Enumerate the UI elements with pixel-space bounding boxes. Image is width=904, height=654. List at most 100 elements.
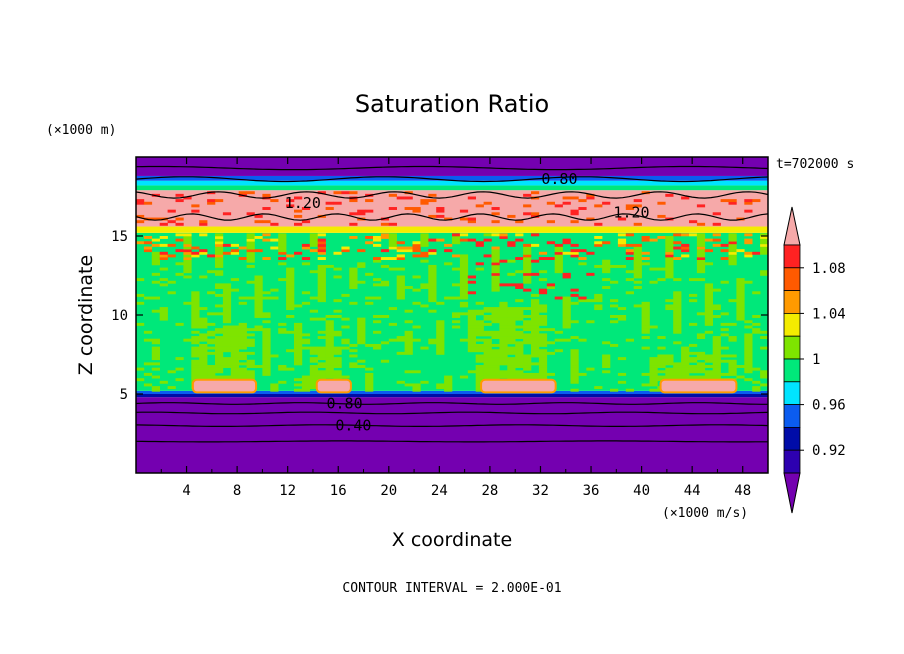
field-cell xyxy=(728,233,737,237)
field-cell xyxy=(262,346,271,350)
x-tick-label: 4 xyxy=(182,483,190,499)
field-cell xyxy=(475,365,484,368)
field-cell xyxy=(301,243,311,247)
field-cell xyxy=(515,346,524,350)
field-cell xyxy=(459,233,469,237)
field-cell xyxy=(649,375,658,379)
field-cell xyxy=(586,251,595,255)
field-cell xyxy=(230,333,239,337)
field-cell xyxy=(491,357,500,361)
field-cell xyxy=(357,212,366,216)
field-cell xyxy=(736,299,745,303)
field-cell xyxy=(199,346,208,350)
field-cell xyxy=(483,346,492,350)
field-cell xyxy=(175,262,184,266)
field-cell xyxy=(610,264,619,268)
field-cell xyxy=(262,343,271,347)
field-cell xyxy=(617,238,627,242)
field-cell xyxy=(728,299,737,303)
field-cell xyxy=(436,301,445,305)
field-cell xyxy=(712,315,721,318)
field-cell xyxy=(262,336,271,339)
field-cell xyxy=(452,296,461,300)
field-cell xyxy=(712,354,721,358)
field-cell xyxy=(704,330,713,334)
field-cell xyxy=(459,209,469,213)
field-cell xyxy=(515,341,524,345)
field-cell xyxy=(523,341,532,345)
field-cell xyxy=(475,383,484,387)
field-cell xyxy=(191,301,200,305)
contour-label: 1.20 xyxy=(285,194,321,212)
field-cell xyxy=(191,296,200,300)
field-cell xyxy=(222,317,232,321)
field-cell xyxy=(523,275,532,279)
field-cell xyxy=(538,251,548,255)
field-cell xyxy=(215,341,224,345)
field-cell xyxy=(649,388,658,392)
field-cell xyxy=(396,280,405,284)
field-cell xyxy=(191,365,200,368)
field-cell xyxy=(633,286,642,289)
field-cell xyxy=(301,341,311,345)
field-cell xyxy=(720,359,729,363)
field-cell xyxy=(475,309,484,313)
field-cell xyxy=(546,257,555,260)
field-cell xyxy=(183,196,192,200)
field-cell xyxy=(594,299,603,303)
field-cell xyxy=(357,280,366,284)
field-cell xyxy=(301,207,311,210)
field-cell xyxy=(159,243,168,247)
field-cell xyxy=(349,301,358,305)
field-cell xyxy=(404,309,413,313)
field-cell xyxy=(728,241,737,245)
field-cell xyxy=(657,357,666,361)
contour-labels: 0.801.201.200.800.40 xyxy=(285,170,650,434)
field-cell xyxy=(649,378,658,382)
field-cell xyxy=(728,254,737,258)
field-cell xyxy=(199,357,208,361)
field-cell xyxy=(475,378,484,382)
field-cell xyxy=(712,365,721,368)
field-cell xyxy=(728,201,737,205)
field-cell xyxy=(301,333,311,337)
field-cell xyxy=(301,301,311,305)
field-cell xyxy=(625,291,634,295)
colorbar-swatch xyxy=(783,267,801,291)
field-cell xyxy=(681,365,690,368)
field-cell xyxy=(673,309,682,313)
field-cell xyxy=(254,291,263,295)
field-cell xyxy=(230,243,239,247)
field-cell xyxy=(183,257,192,260)
field-cell xyxy=(262,315,271,318)
field-cell xyxy=(665,257,674,260)
field-cell xyxy=(436,343,445,347)
field-cell xyxy=(523,204,532,208)
field-cell xyxy=(641,301,650,305)
field-cell xyxy=(191,375,200,379)
field-cell xyxy=(246,259,255,263)
field-cell xyxy=(286,315,295,318)
field-cell xyxy=(215,359,224,363)
field-cell xyxy=(736,296,745,300)
field-cell xyxy=(365,343,374,347)
field-cell xyxy=(436,322,445,326)
field-cell xyxy=(325,357,334,361)
field-cell xyxy=(641,320,650,324)
field-cell xyxy=(681,370,690,374)
field-cell xyxy=(373,257,382,260)
field-cell xyxy=(602,365,611,368)
field-cell xyxy=(538,257,548,260)
field-cell xyxy=(467,309,476,313)
field-cell xyxy=(744,354,753,358)
field-cell xyxy=(641,372,650,376)
field-cell xyxy=(215,293,224,297)
field-cell xyxy=(633,272,642,276)
field-cell xyxy=(546,201,555,205)
field-cell xyxy=(207,372,216,376)
field-cell xyxy=(444,249,453,253)
field-cell xyxy=(294,388,303,392)
field-cell xyxy=(665,354,674,358)
field-cell xyxy=(562,272,571,276)
field-cell xyxy=(570,209,579,213)
